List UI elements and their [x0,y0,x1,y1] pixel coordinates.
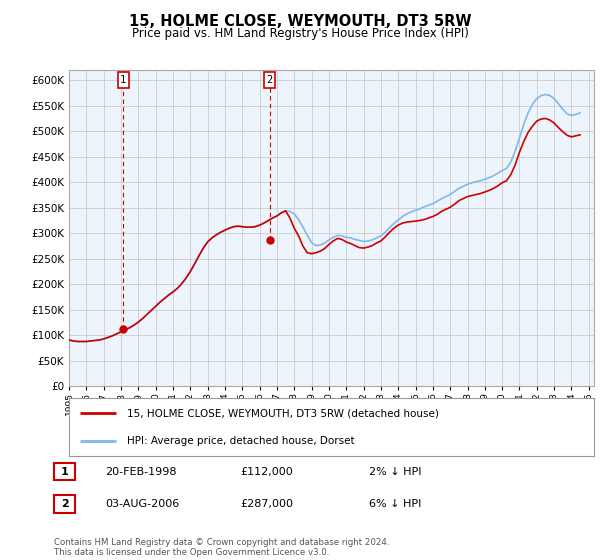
Text: HPI: Average price, detached house, Dorset: HPI: Average price, detached house, Dors… [127,436,355,446]
Text: Contains HM Land Registry data © Crown copyright and database right 2024.
This d: Contains HM Land Registry data © Crown c… [54,538,389,557]
Text: 2: 2 [266,75,273,85]
Text: 2% ↓ HPI: 2% ↓ HPI [369,466,421,477]
Text: 2: 2 [61,499,68,509]
Text: Price paid vs. HM Land Registry's House Price Index (HPI): Price paid vs. HM Land Registry's House … [131,27,469,40]
Text: £287,000: £287,000 [240,499,293,509]
Text: 15, HOLME CLOSE, WEYMOUTH, DT3 5RW (detached house): 15, HOLME CLOSE, WEYMOUTH, DT3 5RW (deta… [127,408,439,418]
Text: 03-AUG-2006: 03-AUG-2006 [105,499,179,509]
Text: 20-FEB-1998: 20-FEB-1998 [105,466,176,477]
Text: £112,000: £112,000 [240,466,293,477]
Text: 15, HOLME CLOSE, WEYMOUTH, DT3 5RW: 15, HOLME CLOSE, WEYMOUTH, DT3 5RW [129,14,471,29]
Text: 1: 1 [61,466,68,477]
Text: 6% ↓ HPI: 6% ↓ HPI [369,499,421,509]
Text: 1: 1 [120,75,127,85]
